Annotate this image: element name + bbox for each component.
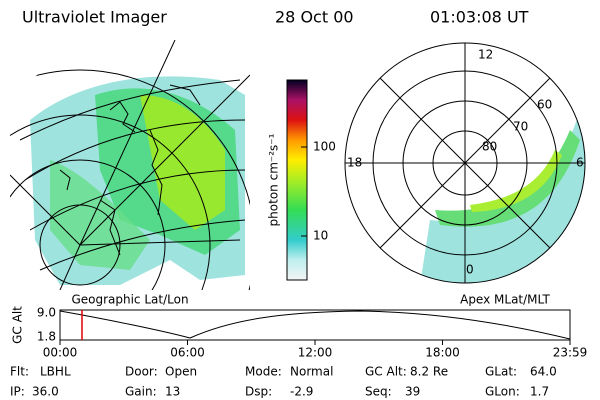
polar-plot: 12 18 6 0 60 70 80 <box>344 42 586 284</box>
y-tick-label: 9.0 <box>37 306 56 320</box>
info-value: 39 <box>405 385 420 399</box>
time: 01:03:08 UT <box>430 8 529 27</box>
info-value: 36.0 <box>32 385 59 399</box>
info-label: Flt: <box>10 365 29 379</box>
info-value: 1.7 <box>530 385 549 399</box>
colorbar <box>286 79 308 281</box>
mlt-label: 18 <box>347 156 362 170</box>
mlt-label: 6 <box>576 156 584 170</box>
geographic-map <box>10 40 250 290</box>
mlat-label: 70 <box>513 120 528 134</box>
info-value: LBHL <box>40 365 71 379</box>
info-value: 13 <box>165 385 180 399</box>
colorbar-tick-label: 10 <box>313 229 328 243</box>
info-value: -2.9 <box>290 385 313 399</box>
x-tick-label: 00:00 <box>43 346 78 360</box>
info-label: Gain: <box>125 385 157 399</box>
x-tick-label: 12:00 <box>298 346 333 360</box>
info-value: 64.0 <box>530 365 557 379</box>
info-label: Mode: <box>245 365 282 379</box>
title: Ultraviolet Imager <box>22 8 167 27</box>
right-caption: Apex MLat/MLT <box>460 293 550 307</box>
date: 28 Oct 00 <box>275 8 354 27</box>
info-value: 8.2 Re <box>410 365 448 379</box>
mlat-label: 80 <box>482 140 497 154</box>
info-label: Door: <box>125 365 158 379</box>
x-tick-label: 23:59 <box>553 346 588 360</box>
info-label: IP: <box>10 385 25 399</box>
mlt-label: 0 <box>466 263 474 277</box>
info-label: GLon: <box>485 385 520 399</box>
info-value: Normal <box>290 365 333 379</box>
colorbar-label: photon cm⁻²s⁻¹ <box>267 133 281 226</box>
y-axis-label: GC Alt <box>11 306 25 344</box>
info-label: Dsp: <box>245 385 272 399</box>
y-tick-label: 1.8 <box>37 330 56 344</box>
mlat-label: 60 <box>537 98 552 112</box>
info-value: Open <box>165 365 197 379</box>
colorbar-tick-label: 100 <box>313 140 336 154</box>
info-label: Seq: <box>365 385 392 399</box>
x-tick-label: 06:00 <box>170 346 205 360</box>
x-tick-label: 18:00 <box>425 346 460 360</box>
info-label: GLat: <box>485 365 517 379</box>
left-caption: Geographic Lat/Lon <box>71 293 188 307</box>
mlt-label: 12 <box>478 48 493 62</box>
info-label: GC Alt: <box>365 365 407 379</box>
